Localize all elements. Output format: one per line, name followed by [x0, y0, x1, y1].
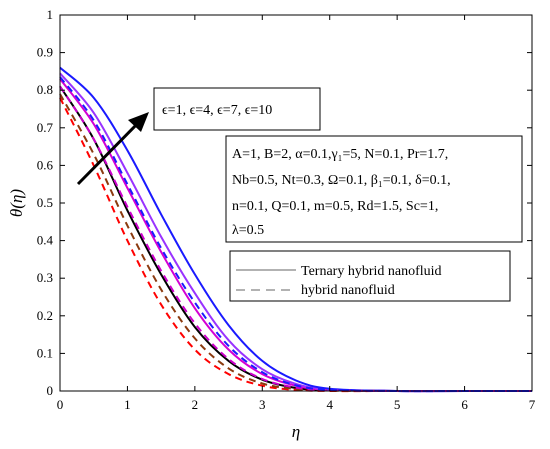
- epsilon-label: ϵ=1, ϵ=4, ϵ=7, ϵ=10: [162, 103, 272, 118]
- y-tick-label: 0.1: [37, 345, 53, 360]
- parameter-box-frame: [225, 135, 523, 243]
- x-tick-label: 3: [259, 397, 266, 412]
- parameter-line: n=0.1, Q=0.1, m=0.5, Rd=1.5, Sc=1,: [232, 199, 438, 214]
- arrow-head-icon: [128, 112, 149, 132]
- arrow-shaft: [76, 116, 145, 186]
- legend-entry-ternary: Ternary hybrid nanofluid: [301, 264, 442, 279]
- x-axis-label: η: [292, 422, 300, 441]
- y-tick-label: 0.3: [37, 270, 53, 285]
- legend-entry-hybrid: hybrid nanofluid: [301, 283, 395, 298]
- axis-ticks: 0 1 2 3 4 5 6 7 0 0.1 0.2 0.3 0.4 0.5 0.6 0.7 0.8 0.9 1: [37, 7, 536, 412]
- epsilon-label-box: [153, 87, 321, 131]
- y-tick-label: 0.7: [37, 120, 54, 135]
- y-tick-label: 0.4: [37, 233, 54, 248]
- parameter-box: A=1, B=2, α=0.1,γ₁=5, N=0.1, Pr=1.7, Nb=…: [225, 135, 523, 243]
- epsilon-arrow-annotation: ϵ=1, ϵ=4, ϵ=7, ϵ=10: [76, 87, 321, 186]
- x-tick-label: 0: [57, 397, 64, 412]
- x-tick-label: 7: [529, 397, 536, 412]
- x-tick-label: 4: [326, 397, 333, 412]
- y-tick-label: 0.2: [37, 308, 53, 323]
- y-tick-label: 0.6: [37, 157, 54, 172]
- x-tick-label: 1: [124, 397, 131, 412]
- x-tick-label: 6: [461, 397, 468, 412]
- x-tick-label: 5: [394, 397, 401, 412]
- parameter-line: λ=0.5: [232, 223, 264, 238]
- legend-frame: [229, 250, 511, 302]
- y-tick-label: 1: [47, 7, 54, 22]
- y-tick-label: 0.8: [37, 82, 53, 97]
- y-axis-label: θ(η): [7, 189, 26, 217]
- legend: Ternary hybrid nanofluid hybrid nanoflui…: [229, 250, 511, 302]
- y-tick-label: 0: [47, 383, 54, 398]
- series-group: [59, 66, 532, 393]
- y-tick-label: 0.9: [37, 45, 53, 60]
- parameter-line: Nb=0.5, Nt=0.3, Ω=0.1, β₁=0.1, δ=0.1,: [232, 173, 451, 188]
- x-tick-label: 2: [192, 397, 199, 412]
- parameter-line: A=1, B=2, α=0.1,γ₁=5, N=0.1, Pr=1.7,: [232, 147, 448, 162]
- y-tick-label: 0.5: [37, 195, 53, 210]
- series-line-dashed: [59, 76, 532, 393]
